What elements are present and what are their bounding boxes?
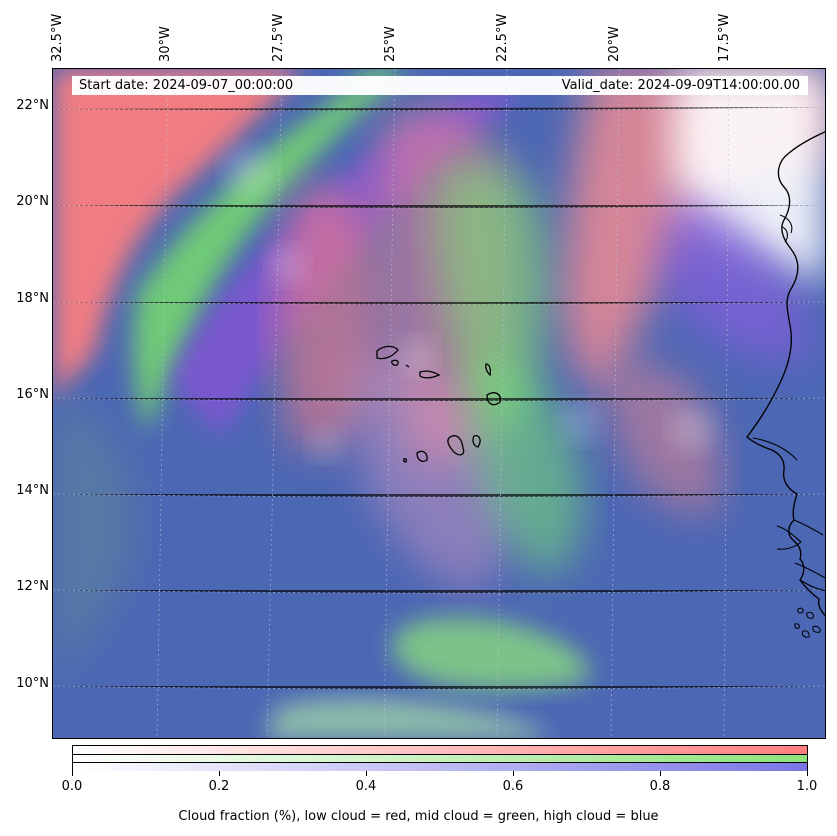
mid-cloud-south-band: [391, 617, 589, 691]
island-santiago: [447, 435, 465, 456]
gambia-coast-detail: [776, 525, 802, 550]
colorbar-tick-label: 0.0: [61, 779, 83, 794]
colorbar-tick: [660, 771, 661, 776]
colorbar-tick: [807, 771, 808, 776]
colorbar-tick: [513, 771, 514, 776]
cloud-highlight: [225, 148, 273, 196]
mixed-cloud-band-purple: [171, 90, 523, 438]
longitude-gridline: [266, 69, 283, 738]
colorbar-tick: [72, 771, 73, 776]
island-fogo: [416, 450, 428, 462]
low-cloud-colorbar: [73, 746, 807, 754]
colorbar-tick-label: 0.6: [502, 779, 524, 794]
longitude-gridline: [610, 69, 620, 738]
lat-label-10n: 10°N: [16, 676, 49, 691]
colorbar-tick: [366, 771, 367, 776]
valid-date-label: Valid_date: 2024-09-09T14:00:00.00: [561, 78, 800, 93]
latitude-gridline: [53, 301, 825, 305]
cloud-highlight: [270, 247, 306, 283]
map-gridlines: [53, 69, 825, 738]
lon-label-17-5w: 17.5°W: [717, 13, 732, 62]
cloud-field-svg: [53, 69, 825, 738]
mixed-cloud-west-south: [53, 397, 135, 681]
cape-verde-islands: [376, 345, 501, 463]
lat-label-16n: 16°N: [16, 387, 49, 402]
gambia-river-detail: [793, 519, 824, 536]
lat-label-14n: 14°N: [16, 483, 49, 498]
colorbar-tick-label: 0.8: [649, 779, 671, 794]
colorbar-tick-label: 1.0: [796, 779, 818, 794]
lon-label-30w: 30°W: [158, 26, 173, 62]
lon-label-22-5w: 22.5°W: [495, 13, 510, 62]
island-boa-vista: [486, 392, 501, 406]
colorbar-ticks: 0.0 0.2 0.4 0.6 0.8 1.0: [62, 771, 817, 801]
island-bijagos: [797, 607, 804, 614]
start-date-label: Start date: 2024-09-07_00:00:00: [79, 78, 294, 93]
island-bijagos: [812, 625, 821, 633]
lat-label-20n: 20°N: [16, 194, 49, 209]
latitude-gridline: [53, 397, 825, 402]
lon-label-32-5w: 32.5°W: [50, 13, 65, 62]
lat-label-18n: 18°N: [16, 291, 49, 306]
guinea-bissau-coast-detail: [794, 562, 825, 579]
low-cloud-northwest: [53, 69, 303, 397]
island-sal: [485, 363, 492, 377]
cloud-highlight: [309, 428, 341, 460]
bijagos-islands: [794, 607, 821, 638]
cloud-fraction-colorbar: [72, 745, 808, 771]
island-santo-antao: [376, 345, 399, 360]
island-santa-luzia: [405, 364, 410, 368]
high-cloud-colorbar: [73, 762, 807, 771]
colorbar-tick-label: 0.4: [355, 779, 377, 794]
map-info-bar: Start date: 2024-09-07_00:00:00 Valid_da…: [72, 76, 808, 95]
longitude-gridline: [723, 69, 730, 738]
high-cloud-violet-east: [658, 192, 813, 361]
mid-cloud-bottom-band: [268, 698, 549, 738]
island-bijagos: [794, 623, 800, 629]
guinea-bissau-estuary: [799, 579, 825, 592]
mid-cloud-band-west: [133, 69, 408, 433]
mid-cloud-south-central: [469, 359, 585, 580]
latitude-gridline: [53, 204, 825, 209]
latitude-gridline: [53, 685, 825, 690]
lon-label-27-5w: 27.5°W: [271, 13, 286, 62]
lon-label-20w: 20°W: [607, 26, 622, 62]
lat-label-12n: 12°N: [16, 579, 49, 594]
senegal-coast-detail: [752, 437, 798, 461]
west-africa-coastline: [746, 131, 825, 617]
mid-cloud-colorbar: [73, 754, 807, 763]
colorbar-caption: Cloud fraction (%), low cloud = red, mid…: [178, 809, 659, 824]
latitude-gridline: [53, 106, 825, 111]
map-canvas: [52, 68, 826, 739]
longitude-gridline: [383, 69, 396, 738]
lon-label-25w: 25°W: [383, 26, 398, 62]
western-sahara-bay-detail: [781, 226, 788, 243]
latitude-gridline: [53, 589, 825, 594]
island-bijagos: [806, 611, 814, 619]
island-brava: [402, 458, 408, 463]
island-sao-nicolau: [419, 370, 441, 379]
western-sahara-coast-detail: [779, 214, 793, 234]
lat-label-22n: 22°N: [16, 98, 49, 113]
cloud-highlight: [399, 338, 435, 374]
island-sao-vicente: [391, 359, 399, 366]
island-bijagos: [801, 630, 810, 638]
cloud-highlight: [561, 402, 601, 442]
colorbar-tick: [219, 771, 220, 776]
colorbar-tick-label: 0.2: [208, 779, 230, 794]
longitude-gridline: [496, 69, 508, 738]
cloud-highlight: [670, 407, 714, 451]
island-maio: [472, 435, 481, 448]
latitude-gridline: [53, 493, 825, 498]
